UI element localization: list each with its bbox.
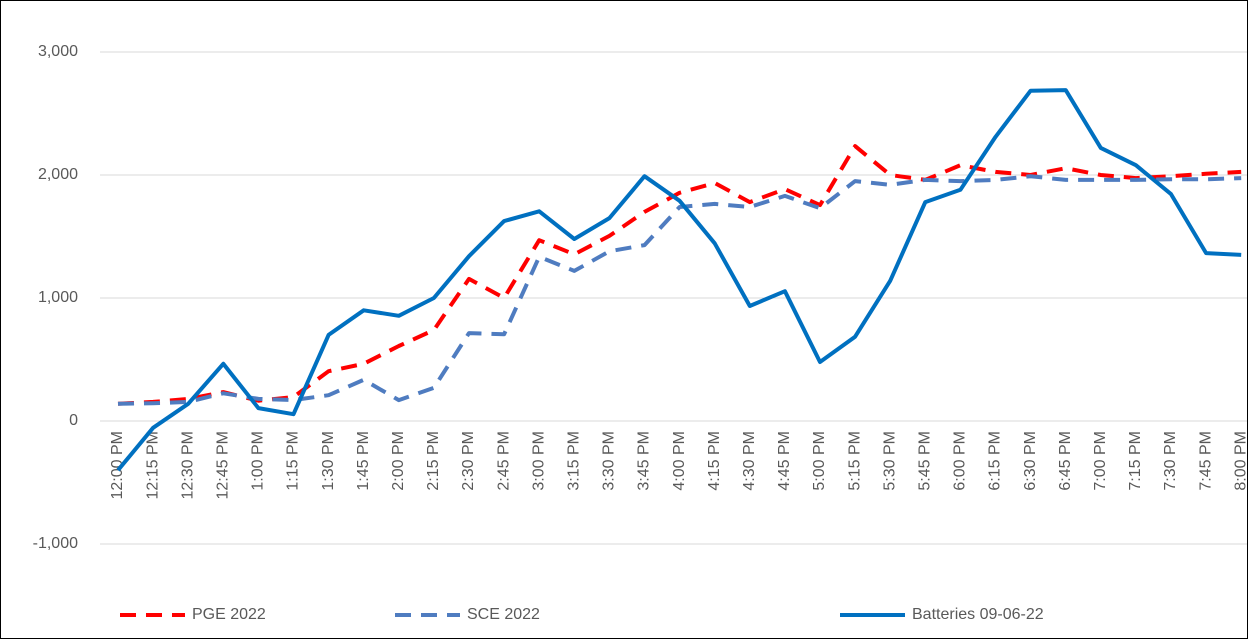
y-tick-label: 0 — [69, 412, 78, 429]
x-tick-label: 8:00 PM — [1232, 431, 1248, 491]
x-tick-label: 12:00 PM — [109, 431, 126, 499]
series-line — [117, 174, 1242, 406]
x-tick-label: 2:30 PM — [460, 431, 477, 491]
x-tick-label: 1:45 PM — [355, 431, 372, 491]
x-tick-label: 12:30 PM — [179, 431, 196, 499]
x-tick-label: 5:15 PM — [846, 431, 863, 491]
x-tick-label: 1:30 PM — [320, 431, 337, 491]
x-tick-label: 7:15 PM — [1127, 431, 1144, 491]
x-tick-label: 4:15 PM — [706, 431, 723, 491]
series-line — [116, 88, 1242, 472]
y-tick-label: 2,000 — [38, 166, 78, 183]
y-tick-label: -1,000 — [33, 535, 78, 552]
x-tick-label: 4:45 PM — [776, 431, 793, 491]
x-tick-label: 6:15 PM — [987, 431, 1004, 491]
y-tick-label: 3,000 — [38, 43, 78, 60]
legend-label: SCE 2022 — [467, 606, 540, 623]
x-tick-label: 3:00 PM — [530, 431, 547, 491]
x-tick-label: 5:00 PM — [811, 431, 828, 491]
x-tick-label: 12:15 PM — [144, 431, 161, 499]
x-tick-label: 6:30 PM — [1022, 431, 1039, 491]
legend-label: Batteries 09-06-22 — [912, 606, 1044, 623]
x-tick-label: 7:30 PM — [1162, 431, 1179, 491]
x-tick-label: 6:00 PM — [952, 431, 969, 491]
x-tick-label: 4:00 PM — [671, 431, 688, 491]
x-tick-label: 2:45 PM — [495, 431, 512, 491]
x-tick-label: 1:15 PM — [285, 431, 302, 491]
x-tick-label: 7:00 PM — [1092, 431, 1109, 491]
x-tick-label: 6:45 PM — [1057, 431, 1074, 491]
legend-label: PGE 2022 — [192, 606, 266, 623]
x-tick-label: 12:45 PM — [215, 431, 232, 499]
x-tick-label: 7:45 PM — [1197, 431, 1214, 491]
y-tick-label: 1,000 — [38, 289, 78, 306]
x-tick-label: 1:00 PM — [250, 431, 267, 491]
x-tick-label: 3:45 PM — [636, 431, 653, 491]
x-tick-label: 5:30 PM — [881, 431, 898, 491]
x-tick-label: 4:30 PM — [741, 431, 758, 491]
x-tick-label: 5:45 PM — [917, 431, 934, 491]
x-tick-label: 3:30 PM — [601, 431, 618, 491]
x-tick-label: 2:00 PM — [390, 431, 407, 491]
x-tick-label: 3:15 PM — [566, 431, 583, 491]
x-tick-label: 2:15 PM — [425, 431, 442, 491]
